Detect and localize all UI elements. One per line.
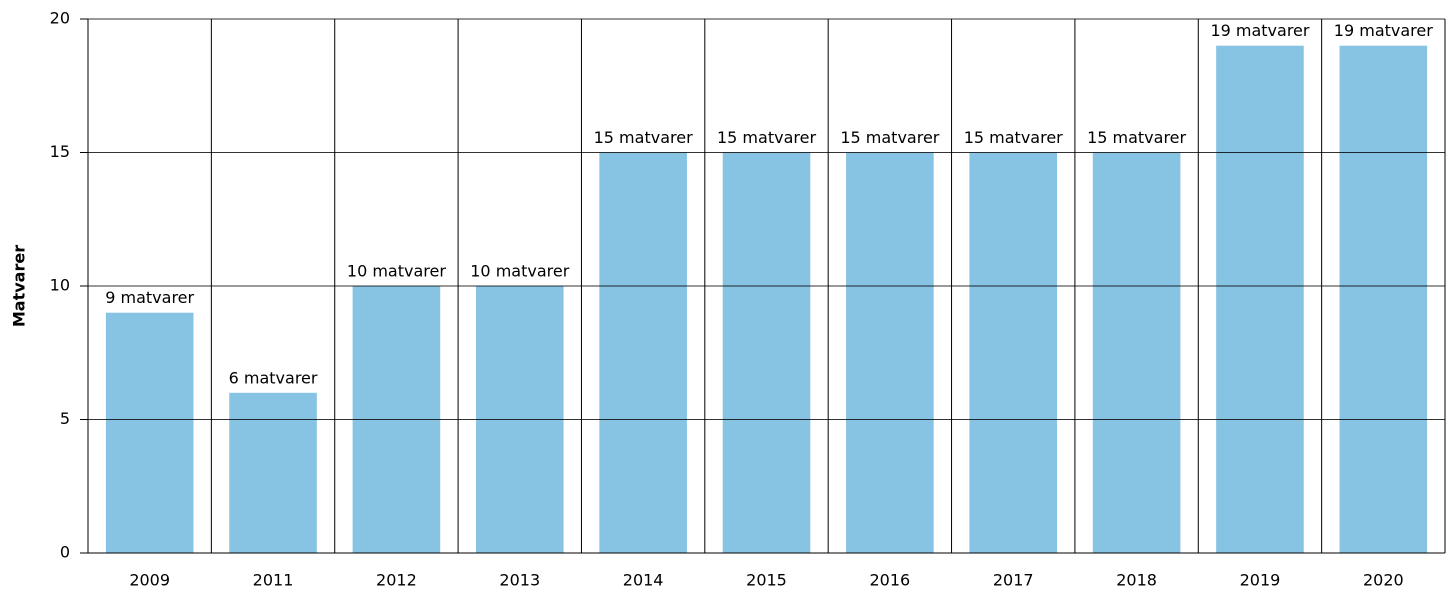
y-axis-label: Matvarer <box>10 245 29 327</box>
value-label: 15 matvarer <box>717 128 816 147</box>
x-tick-label: 2016 <box>870 571 911 590</box>
x-tick-label: 2020 <box>1363 571 1404 590</box>
value-label: 15 matvarer <box>964 128 1063 147</box>
y-tick-label: 20 <box>50 9 70 28</box>
x-tick-label: 2019 <box>1240 571 1281 590</box>
value-label: 6 matvarer <box>229 368 318 387</box>
bar <box>1216 45 1304 553</box>
value-label: 15 matvarer <box>840 128 939 147</box>
x-tick-label: 2013 <box>499 571 540 590</box>
y-tick-label: 15 <box>50 142 70 161</box>
y-tick-label: 5 <box>60 409 70 428</box>
value-label: 15 matvarer <box>1087 128 1186 147</box>
bar <box>846 152 934 553</box>
value-label: 10 matvarer <box>347 262 446 281</box>
value-label: 19 matvarer <box>1210 21 1309 40</box>
bar <box>722 152 811 553</box>
bar <box>1339 45 1428 553</box>
x-tick-label: 2018 <box>1116 571 1157 590</box>
bar <box>105 312 194 553</box>
x-tick-label: 2017 <box>993 571 1034 590</box>
x-tick-label: 2012 <box>376 571 417 590</box>
x-tick-label: 2011 <box>253 571 294 590</box>
bar <box>599 152 687 553</box>
y-tick-label: 0 <box>60 543 70 562</box>
bar <box>229 392 317 553</box>
y-tick-label: 10 <box>50 276 70 295</box>
value-label: 10 matvarer <box>470 262 569 281</box>
bar <box>1092 152 1181 553</box>
value-label: 19 matvarer <box>1334 21 1433 40</box>
value-label: 15 matvarer <box>594 128 693 147</box>
x-tick-label: 2014 <box>623 571 664 590</box>
x-tick-label: 2015 <box>746 571 787 590</box>
bar <box>969 152 1058 553</box>
value-label: 9 matvarer <box>105 288 194 307</box>
x-tick-label: 2009 <box>129 571 170 590</box>
